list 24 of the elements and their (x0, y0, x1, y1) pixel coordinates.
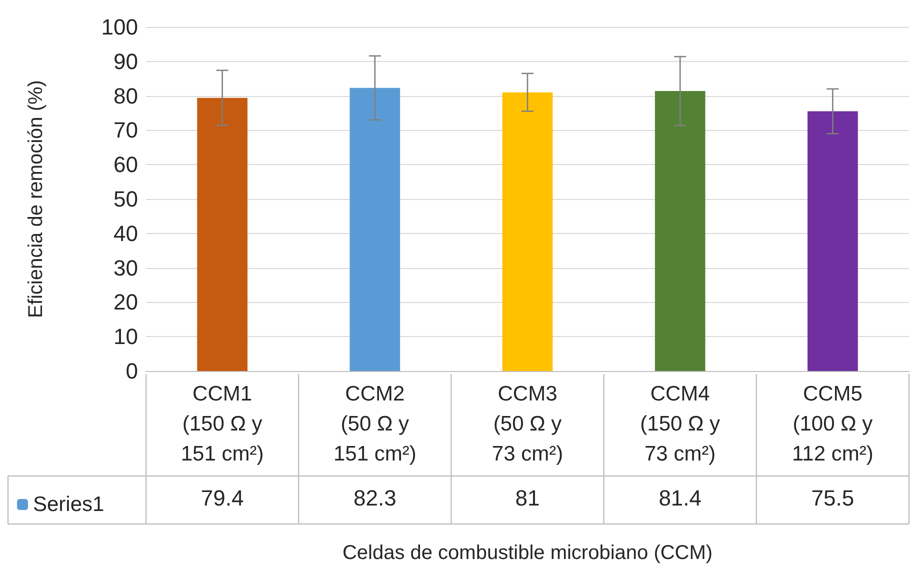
y-tick-label: 90 (114, 48, 138, 74)
y-tick-label: 50 (114, 186, 138, 212)
data-label: 75.5 (811, 486, 854, 510)
x-tick-label: CCM5 (100 Ω y 112 cm²) (792, 382, 874, 466)
y-tick-label: 10 (114, 324, 138, 350)
x-tick-label: CCM4 (150 Ω y 73 cm²) (640, 382, 721, 466)
x-tick-label: CCM2 (50 Ω y 151 cm²) (333, 382, 416, 466)
y-tick-label: 30 (114, 255, 138, 280)
y-tick-label: 40 (114, 220, 138, 246)
y-tick-label: 0 (126, 358, 138, 384)
x-axis-title: Celdas de combustible microbiano (CCM) (342, 542, 713, 564)
y-tick-label: 70 (114, 118, 138, 143)
legend-label: Series1 (33, 493, 104, 516)
x-tick-label: CCM3 (50 Ω y 73 cm²) (492, 382, 564, 466)
y-axis-title: Eficiencia de remoción (%) (25, 80, 47, 318)
y-tick-label: 20 (114, 290, 138, 315)
y-tick-label: 80 (114, 83, 138, 108)
data-label: 81 (515, 486, 540, 510)
data-label: 82.3 (353, 486, 396, 510)
y-tick-label: 60 (114, 152, 138, 178)
x-tick-label: CCM1 (150 Ω y 151 cm²) (180, 382, 264, 466)
data-label: 81.4 (658, 486, 702, 510)
data-label: 79.4 (200, 486, 244, 510)
y-tick-label: 100 (101, 14, 138, 40)
